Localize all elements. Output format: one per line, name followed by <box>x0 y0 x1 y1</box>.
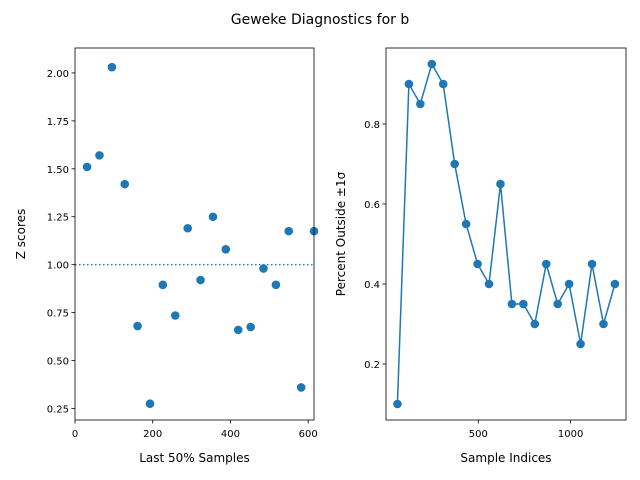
y-tick-label: 0.4 <box>364 280 380 291</box>
x-tick-label: 500 <box>469 429 488 440</box>
x-tick-label: 600 <box>299 429 318 440</box>
data-point <box>541 259 551 269</box>
left-xgrid-ticks: 0 200 400 600 <box>72 420 318 440</box>
right-x-axis-label: Sample Indices <box>460 451 551 465</box>
data-point <box>296 383 306 392</box>
data-point <box>208 212 218 222</box>
y-tick-label: 0.8 <box>364 120 380 131</box>
x-tick-label: 1000 <box>558 429 583 440</box>
data-point <box>507 299 517 309</box>
y-tick-label: 1.75 <box>47 117 69 128</box>
data-point <box>145 399 155 409</box>
left-ygrid-ticks: 0.25 0.50 0.75 1.00 1.25 1.50 1.75 2.00 <box>47 69 75 415</box>
data-point <box>519 299 528 309</box>
data-point <box>233 325 243 335</box>
right-xgrid-ticks: 500 1000 <box>469 420 583 440</box>
left-markers <box>82 62 319 409</box>
data-point <box>438 79 448 89</box>
y-tick-label: 1.50 <box>47 165 69 176</box>
data-point <box>610 279 620 289</box>
left-axes-frame <box>74 47 315 421</box>
x-tick-label: 0 <box>72 429 78 440</box>
data-point <box>587 259 597 269</box>
data-point <box>259 264 268 273</box>
data-point <box>120 179 130 189</box>
data-point <box>564 279 574 289</box>
percent-series-line <box>396 62 616 405</box>
right-y-axis-label: Percent Outside ±1σ <box>334 171 348 296</box>
data-point <box>246 322 255 332</box>
data-point <box>484 279 494 289</box>
data-point <box>183 223 192 233</box>
data-point <box>196 275 205 285</box>
suptitle: Geweke Diagnostics for b <box>231 12 410 28</box>
data-point <box>530 319 540 329</box>
data-point <box>461 219 471 229</box>
left-y-axis-label: Z scores <box>14 209 28 260</box>
data-point <box>553 299 562 309</box>
right-axes-frame <box>385 47 627 421</box>
data-point <box>107 62 117 72</box>
data-point <box>284 226 294 236</box>
data-point <box>496 179 505 189</box>
panel-percent-outside: 0.2 0.4 0.6 0.8 500 1000 Sample Indices Perc… <box>334 47 627 465</box>
data-point <box>404 79 414 89</box>
right-markers <box>393 59 620 409</box>
data-point <box>416 99 425 109</box>
y-tick-label: 0.25 <box>47 404 69 415</box>
y-tick-label: 0.2 <box>364 360 380 371</box>
panel-z-scores: 0.25 0.50 0.75 1.00 1.25 1.50 1.75 2.00 0 200 400… <box>14 47 319 465</box>
data-point <box>170 311 180 320</box>
data-point <box>599 319 608 329</box>
y-tick-label: 2.00 <box>47 69 69 80</box>
y-tick-label: 1.00 <box>47 261 69 272</box>
left-x-axis-label: Last 50% Samples <box>139 451 250 465</box>
data-point <box>271 280 281 290</box>
right-ygrid-ticks: 0.2 0.4 0.6 0.8 <box>364 120 386 371</box>
y-tick-label: 0.75 <box>47 309 69 320</box>
data-point <box>221 245 231 254</box>
data-point <box>576 339 585 349</box>
x-tick-label: 400 <box>221 429 240 440</box>
y-tick-label: 1.25 <box>47 213 69 224</box>
data-point <box>450 159 459 169</box>
data-point <box>158 280 168 290</box>
x-tick-label: 200 <box>143 429 162 440</box>
y-tick-label: 0.50 <box>47 357 69 368</box>
data-point <box>393 399 402 409</box>
data-point <box>133 321 142 331</box>
y-tick-label: 0.6 <box>364 200 380 211</box>
data-point <box>473 259 482 269</box>
data-point <box>82 162 92 172</box>
data-point <box>95 151 104 160</box>
data-point <box>427 59 437 69</box>
